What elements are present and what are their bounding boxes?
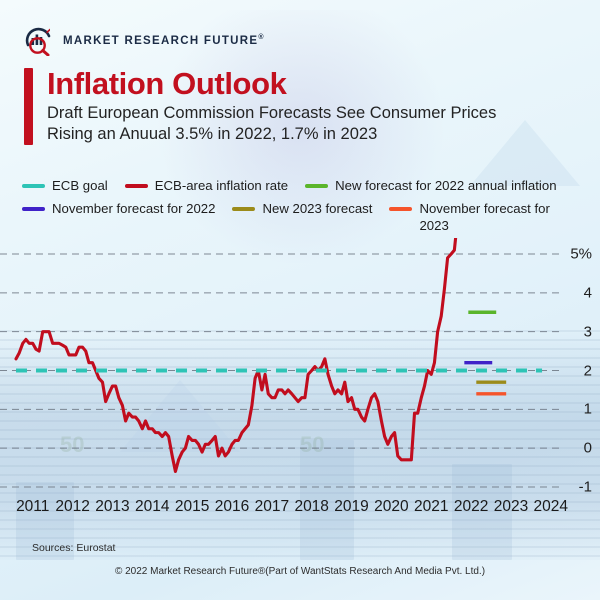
brand-logo: MARKET RESEARCH FUTURE®	[24, 24, 265, 57]
x-axis-tick-label: 2012	[55, 498, 90, 515]
y-axis-labels: -1 0 1 2 3 4 5%	[558, 238, 600, 496]
x-axis-tick-label: 2013	[95, 498, 130, 515]
legend-label: New 2023 forecast	[262, 201, 373, 217]
legend-label: ECB goal	[52, 178, 108, 193]
registered-mark: ®	[258, 33, 265, 41]
legend-row-1: ECB goal ECB-area inflation rate New for…	[22, 177, 594, 194]
x-axis-tick-label: 2014	[135, 498, 170, 515]
x-axis-tick-label: 2017	[254, 498, 290, 515]
legend-swatch-icon	[389, 207, 413, 211]
y-axis-tick-label: 5%	[570, 245, 592, 263]
page-subtitle: Draft European Commission Forecasts See …	[47, 103, 496, 145]
y-axis-tick-label: 2	[583, 362, 592, 379]
chart-plot-area	[0, 217, 562, 488]
brand-logo-label: MARKET RESEARCH FUTURE	[63, 34, 259, 47]
legend-item-ecb-goal[interactable]: ECB goal	[22, 177, 108, 194]
legend-swatch-icon	[232, 207, 256, 211]
legend-item-november-forecast-2023[interactable]: November forecast for 2023	[389, 200, 574, 234]
page-subtitle-line-2: Rising an Anuual 3.5% in 2022, 1.7% in 2…	[47, 124, 378, 143]
sources-note: Sources: Eurostat	[32, 542, 116, 554]
x-axis-tick-label: 2022	[453, 498, 489, 515]
legend-item-ecb-area-inflation-rate[interactable]: ECB-area inflation rate	[124, 177, 289, 194]
x-axis-tick-label: 2011	[16, 498, 50, 515]
y-axis-tick-label: -1	[578, 478, 592, 496]
legend-label: New forecast for 2022 annual inflation	[335, 178, 557, 193]
x-axis-tick-label: 2019	[334, 498, 369, 515]
x-axis-tick-label: 2016	[214, 498, 250, 515]
legend-item-new-forecast-2022[interactable]: New forecast for 2022 annual inflation	[305, 177, 557, 194]
y-axis-tick-label: 4	[583, 284, 592, 302]
x-axis-tick-label: 2023	[493, 498, 529, 515]
y-axis-tick-label: 0	[583, 439, 592, 457]
magnifier-bar-chart-icon	[24, 24, 56, 57]
legend-label: November forecast for 2022	[52, 201, 216, 217]
page-subtitle-line-1: Draft European Commission Forecasts See …	[47, 103, 497, 122]
y-axis-tick-label: 3	[583, 323, 592, 341]
chart-legend: ECB goal ECB-area inflation rate New for…	[22, 177, 594, 240]
legend-item-new-2023-forecast[interactable]: New 2023 forecast	[232, 200, 372, 217]
legend-swatch-icon	[22, 207, 45, 211]
legend-swatch-icon	[22, 184, 45, 188]
title-accent-bar	[24, 68, 33, 145]
title-block: Inflation Outlook Draft European Commiss…	[24, 68, 496, 145]
legend-item-november-forecast-2022[interactable]: November forecast for 2022	[22, 200, 215, 217]
x-axis-tick-label: 2021	[414, 498, 449, 515]
x-axis-tick-label: 2018	[294, 498, 329, 515]
legend-label: ECB-area inflation rate	[154, 178, 289, 193]
legend-swatch-icon	[305, 184, 329, 188]
brand-logo-text: MARKET RESEARCH FUTURE®	[63, 34, 265, 47]
inflation-line-chart: -1 0 1 2 3 4 5%	[0, 217, 600, 496]
legend-label: November forecast for 2023	[419, 201, 550, 234]
y-axis-tick-label: 1	[583, 400, 592, 418]
x-axis-labels: 2011 2012 2013 2014 2015 2016 2017 2018 2019 2020…	[0, 498, 600, 524]
copyright-note: © 2022 Market Research Future®(Part of W…	[114, 566, 486, 577]
legend-row-2: November forecast for 2022 New 2023 fore…	[22, 200, 594, 234]
x-axis-tick-label: 2024	[533, 498, 569, 515]
x-axis-tick-label: 2015	[174, 498, 210, 515]
legend-swatch-icon	[124, 184, 148, 188]
page-title: Inflation Outlook	[47, 66, 287, 101]
x-axis-tick-label: 2020	[374, 498, 409, 515]
